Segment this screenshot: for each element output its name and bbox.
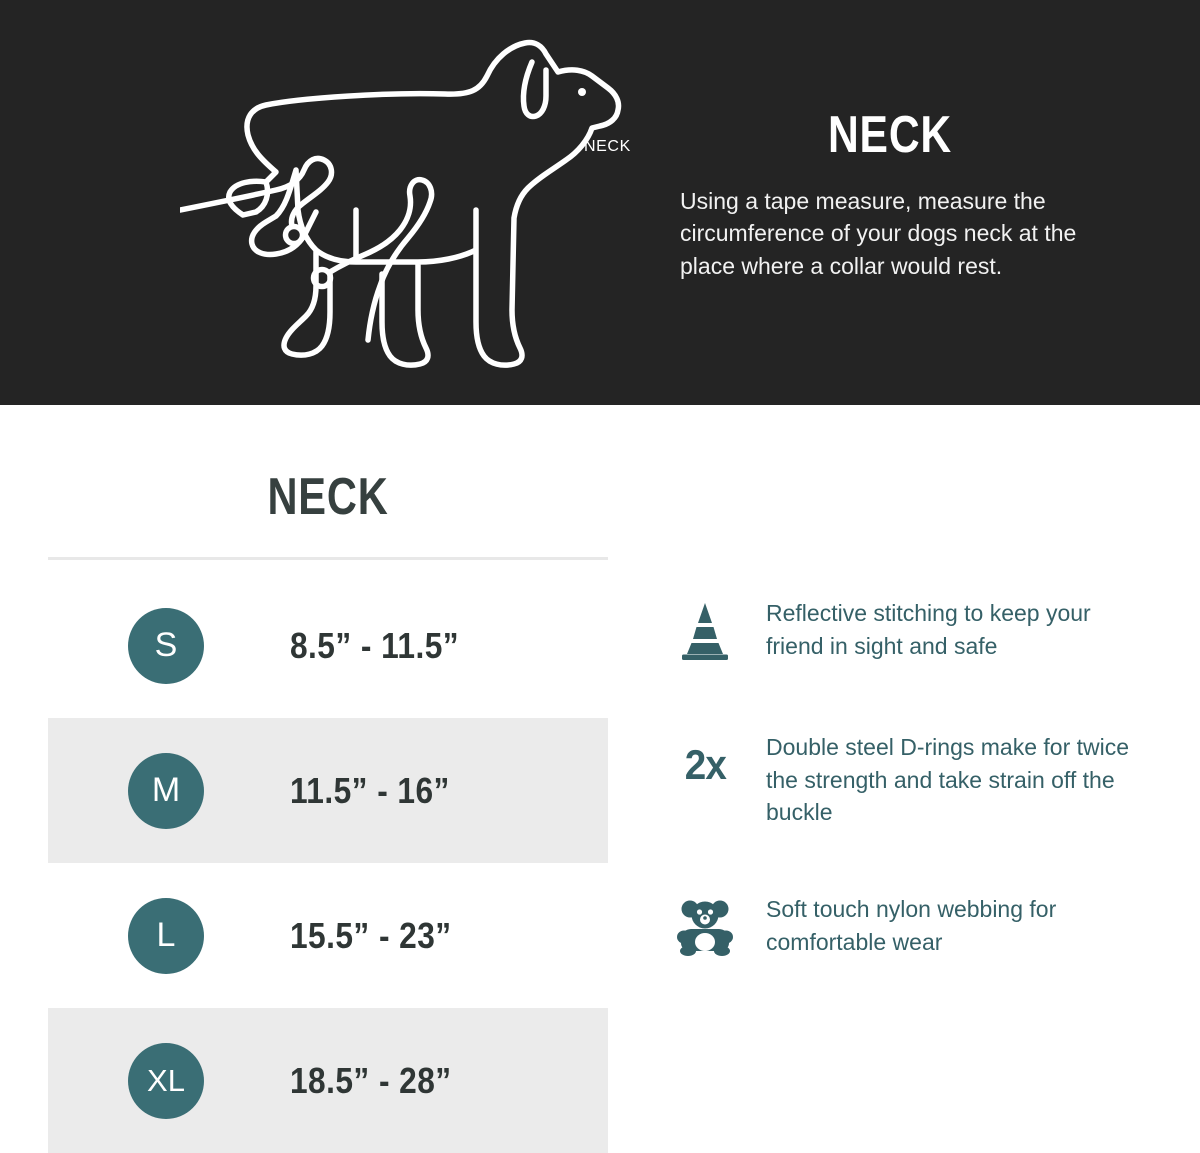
dog-outline-illustration bbox=[180, 10, 680, 395]
teddy-bear-icon bbox=[672, 891, 738, 963]
table-top-divider bbox=[48, 557, 608, 560]
lower-section: NECK S 8.5” - 11.5” M 11.5” - 16” L 15.5… bbox=[0, 405, 1200, 1153]
table-row: L 15.5” - 23” bbox=[48, 863, 608, 1008]
feature-text: Reflective stitching to keep your friend… bbox=[766, 600, 1091, 659]
size-badge: M bbox=[128, 752, 204, 829]
neck-diagram-label: NECK bbox=[584, 138, 631, 155]
list-item: 2x Double steel D-rings make for twice t… bbox=[672, 729, 1132, 829]
size-badge: L bbox=[128, 897, 204, 974]
traffic-cone-icon bbox=[672, 595, 738, 667]
hero-title: NECK bbox=[827, 106, 953, 164]
table-row: M 11.5” - 16” bbox=[48, 718, 608, 863]
table-row: S 8.5” - 11.5” bbox=[48, 573, 608, 718]
feature-list: Reflective stitching to keep your friend… bbox=[672, 595, 1132, 963]
hero-description: Using a tape measure, measure the circum… bbox=[680, 187, 1077, 279]
two-x-icon: 2x bbox=[684, 741, 726, 788]
size-range: 8.5” - 11.5” bbox=[290, 624, 460, 666]
list-item: Soft touch nylon webbing for comfortable… bbox=[672, 891, 1132, 963]
size-range: 18.5” - 28” bbox=[290, 1059, 452, 1101]
size-badge: XL bbox=[128, 1042, 204, 1119]
size-range: 15.5” - 23” bbox=[290, 914, 452, 956]
table-row: XL 18.5” - 28” bbox=[48, 1008, 608, 1153]
size-range: 11.5” - 16” bbox=[290, 769, 450, 811]
feature-text: Double steel D-rings make for twice the … bbox=[766, 734, 1130, 826]
hero-copy: NECK Using a tape measure, measure the c… bbox=[680, 108, 1100, 283]
size-badge: S bbox=[128, 607, 204, 684]
hero-section: NECK NECK Using a tape measure, measure … bbox=[0, 0, 1200, 405]
size-table-title: NECK bbox=[267, 468, 389, 526]
list-item: Reflective stitching to keep your friend… bbox=[672, 595, 1132, 667]
size-table: S 8.5” - 11.5” M 11.5” - 16” L 15.5” - 2… bbox=[48, 573, 608, 1153]
feature-text: Soft touch nylon webbing for comfortable… bbox=[766, 895, 1057, 955]
